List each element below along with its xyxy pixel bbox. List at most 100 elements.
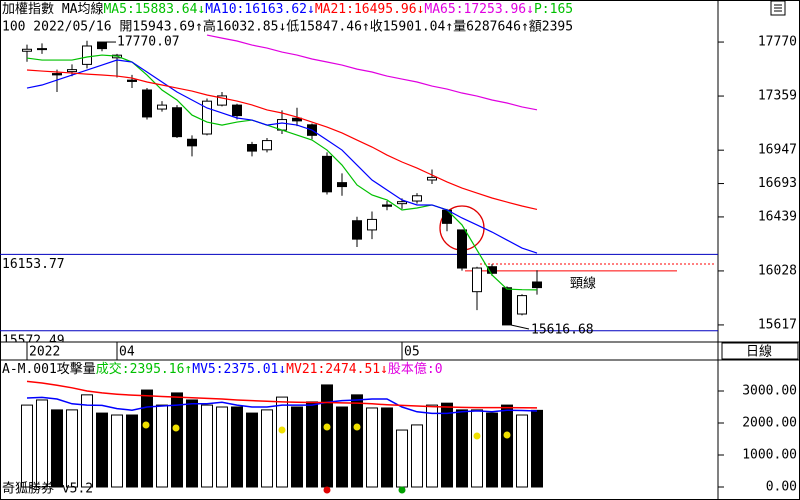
volume-bar bbox=[411, 424, 423, 488]
volume-bar bbox=[531, 409, 543, 488]
y-tick-label: 16693 bbox=[758, 176, 797, 191]
y-tick-label: 16028 bbox=[758, 263, 797, 278]
y-tick-label: 3000.00 bbox=[742, 384, 797, 399]
y-tick-label: 2000.00 bbox=[742, 416, 797, 431]
header-item: 股本億:0 bbox=[388, 361, 443, 377]
volume-bar bbox=[216, 406, 228, 488]
legend-entry: MA65:17253.96↓ bbox=[424, 2, 534, 17]
menu-icon[interactable] bbox=[770, 0, 786, 16]
x-tick-label: 04 bbox=[119, 345, 135, 360]
legend-entry: MA5:15883.64↓ bbox=[103, 2, 205, 17]
candle-body bbox=[202, 100, 212, 135]
subtitle: 100 2022/05/16 開15943.69↑高16032.85↓低1584… bbox=[2, 19, 573, 35]
candle-body bbox=[82, 45, 92, 65]
volume-bar bbox=[441, 402, 453, 488]
volume-bar bbox=[276, 396, 288, 488]
legend-entry: MV21:2474.51↓ bbox=[286, 362, 388, 377]
legend-entry: MV5:2375.01↓ bbox=[192, 362, 286, 377]
volume-bar bbox=[516, 414, 528, 488]
ma-line bbox=[206, 34, 538, 111]
volume-bar bbox=[126, 414, 138, 488]
volume-bar bbox=[381, 407, 393, 488]
candle-body bbox=[247, 144, 257, 152]
candle-body bbox=[67, 69, 77, 73]
neckline-label: 頸線 bbox=[570, 275, 596, 291]
candle-body bbox=[532, 281, 542, 289]
volume-bar bbox=[141, 389, 153, 488]
candle-body bbox=[232, 104, 242, 117]
reference-label: 16153.77 bbox=[2, 257, 65, 272]
period-label[interactable]: 日線 bbox=[746, 344, 772, 360]
volume-bar bbox=[351, 394, 363, 488]
volume-bar bbox=[261, 409, 273, 488]
candle-body bbox=[352, 220, 362, 240]
volume-panel: A-M.001攻擊量成交:2395.16↑MV5:2375.01↓MV21:24… bbox=[2, 361, 797, 495]
candle-body bbox=[472, 267, 482, 293]
volume-bar bbox=[111, 414, 123, 488]
volume-bar bbox=[246, 412, 258, 488]
volume-bar bbox=[396, 429, 408, 488]
low-label: 15616.68 bbox=[531, 322, 594, 337]
volume-bar bbox=[501, 404, 513, 488]
candle-body bbox=[412, 195, 422, 202]
footer: 奇狐勝券 v5.2 bbox=[2, 481, 93, 497]
candle-body bbox=[187, 138, 197, 147]
volume-bar bbox=[21, 404, 33, 488]
ma-line bbox=[26, 54, 538, 291]
candle-body bbox=[517, 295, 527, 315]
y-tick-label: 15617 bbox=[758, 317, 797, 332]
label-leader bbox=[510, 324, 530, 330]
candle-body bbox=[367, 218, 377, 231]
mv-line bbox=[26, 396, 538, 415]
y-tick-label: 16439 bbox=[758, 209, 797, 224]
candle-body bbox=[337, 182, 347, 188]
volume-bar bbox=[321, 384, 333, 488]
volume-bar bbox=[81, 394, 93, 488]
volume-bar bbox=[201, 404, 213, 488]
volume-bar bbox=[306, 401, 318, 488]
volume-bar bbox=[96, 412, 108, 488]
candle-body bbox=[397, 201, 407, 205]
header-title: 加權指數 MA均線 bbox=[2, 1, 103, 17]
header: A-M.001攻擊量成交:2395.16↑MV5:2375.01↓MV21:24… bbox=[2, 361, 443, 377]
header: 加權指數 MA均線MA5:15883.64↓MA10:16163.62↓MA21… bbox=[2, 1, 573, 17]
header-item: P:165 bbox=[534, 2, 573, 17]
candle-body bbox=[52, 73, 62, 76]
high-label: 17770.07 bbox=[117, 35, 180, 50]
volume-bar bbox=[426, 404, 438, 488]
y-tick-label: 1000.00 bbox=[742, 448, 797, 463]
y-tick-label: 0.00 bbox=[766, 480, 797, 495]
y-tick-label: 16947 bbox=[758, 143, 797, 158]
volume-bar bbox=[36, 399, 48, 488]
candle-body bbox=[457, 229, 467, 269]
header-item: 成交:2395.16↑ bbox=[96, 361, 192, 377]
candle-body bbox=[487, 266, 497, 274]
candle-body bbox=[127, 79, 137, 82]
x-tick-label: 05 bbox=[404, 345, 420, 360]
candle-body bbox=[292, 117, 302, 122]
volume-bar bbox=[456, 409, 468, 488]
candle-body bbox=[97, 41, 107, 50]
ma-line bbox=[26, 59, 538, 254]
volume-bar bbox=[231, 406, 243, 488]
x-tick-label: 2022 bbox=[29, 345, 60, 360]
ma-line bbox=[26, 69, 538, 211]
volume-bar bbox=[171, 392, 183, 488]
candle-body bbox=[217, 95, 227, 106]
volume-bar bbox=[486, 412, 498, 488]
candle-body bbox=[502, 287, 512, 326]
period-box[interactable] bbox=[721, 342, 799, 360]
candle-body bbox=[157, 104, 167, 110]
candle-body bbox=[37, 48, 47, 51]
reference-label: 15572.49 bbox=[2, 333, 65, 348]
candle-body bbox=[322, 155, 332, 193]
header-title: A-M.001攻擊量 bbox=[2, 361, 96, 377]
candle-body bbox=[262, 140, 272, 151]
volume-bar bbox=[471, 409, 483, 488]
signal-dots bbox=[142, 421, 511, 494]
candle-body bbox=[142, 89, 152, 118]
legend-entry: MA21:16495.96↓ bbox=[315, 2, 425, 17]
y-tick-label: 17770 bbox=[758, 35, 797, 50]
legend-entry: MA10:16163.62↓ bbox=[205, 2, 315, 17]
